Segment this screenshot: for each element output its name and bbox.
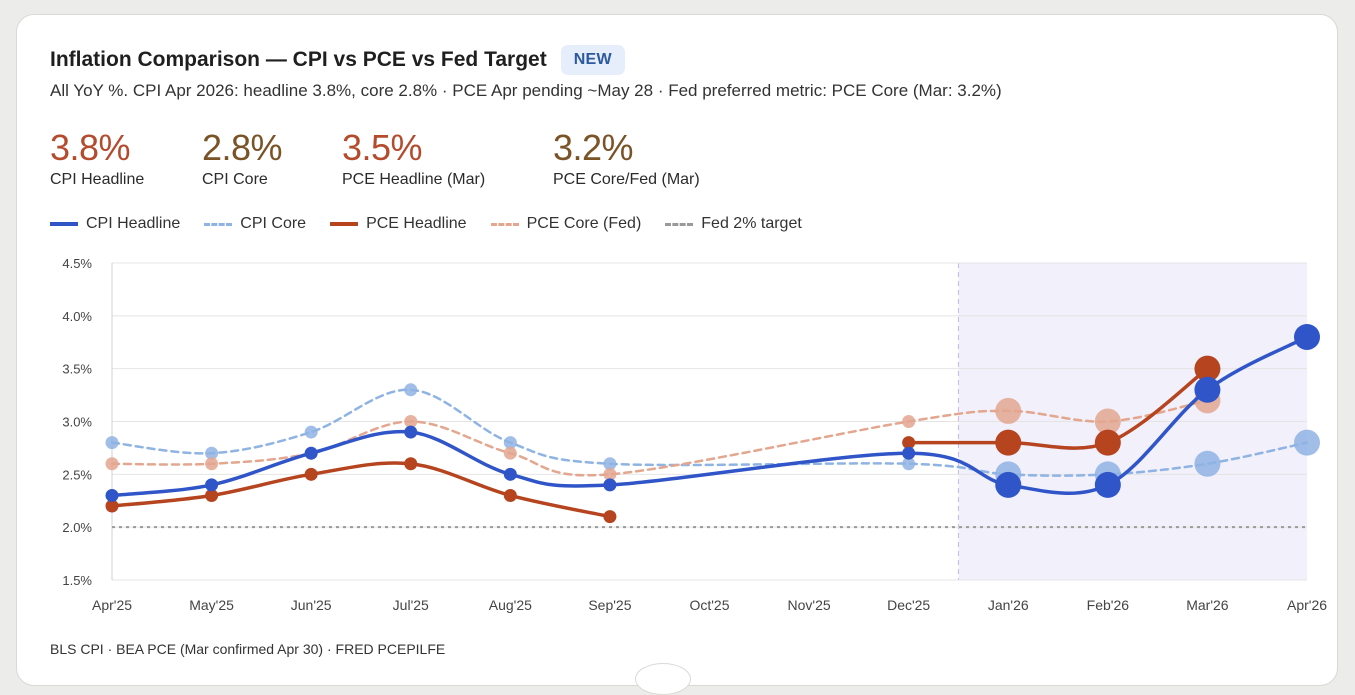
data-point-cpi-headline bbox=[902, 446, 916, 460]
data-point-cpi-core bbox=[1194, 450, 1221, 477]
y-tick-label: 4.5% bbox=[62, 256, 92, 271]
data-point-cpi-core bbox=[902, 457, 916, 471]
chart-title: Inflation Comparison — CPI vs PCE vs Fed… bbox=[50, 48, 547, 71]
data-point-cpi-headline bbox=[603, 478, 617, 492]
data-point-pce-headline bbox=[404, 457, 418, 471]
data-point-pce-core-fed bbox=[603, 467, 617, 481]
x-tick-label: Dec'25 bbox=[887, 597, 930, 613]
legend-item-fed-target[interactable]: Fed 2% target bbox=[665, 215, 802, 233]
data-point-cpi-headline bbox=[404, 425, 418, 439]
data-point-pce-headline bbox=[503, 488, 517, 502]
y-tick-label: 2.0% bbox=[62, 520, 92, 535]
data-point-cpi-headline bbox=[304, 446, 318, 460]
data-point-cpi-headline bbox=[1194, 376, 1221, 403]
x-tick-label: Feb'26 bbox=[1087, 597, 1130, 613]
data-point-cpi-core bbox=[404, 383, 418, 397]
y-tick-label: 3.5% bbox=[62, 362, 92, 377]
data-point-cpi-core bbox=[205, 446, 219, 460]
x-tick-label: Jun'25 bbox=[291, 597, 332, 613]
legend-label: CPI Headline bbox=[86, 215, 181, 232]
stat-pce-headline: 3.5% PCE Headline (Mar) bbox=[342, 127, 485, 189]
series-line-cpi-core bbox=[110, 388, 1309, 477]
data-point-pce-headline bbox=[603, 510, 617, 524]
legend-swatch bbox=[330, 222, 359, 226]
chart-card: Inflation Comparison — CPI vs PCE vs Fed… bbox=[16, 14, 1338, 686]
series-line-pce-headline bbox=[110, 461, 612, 519]
data-point-pce-headline bbox=[304, 467, 318, 481]
y-tick-label: 1.5% bbox=[62, 573, 92, 588]
data-point-pce-core-fed bbox=[902, 415, 916, 428]
data-point-pce-headline bbox=[902, 436, 916, 450]
legend-label: PCE Core (Fed) bbox=[526, 215, 642, 232]
y-tick-label: 3.0% bbox=[62, 415, 92, 430]
data-point-pce-headline bbox=[205, 488, 219, 502]
x-tick-label: Mar'26 bbox=[1186, 597, 1229, 613]
stat-label: PCE Headline (Mar) bbox=[342, 171, 486, 188]
x-tick-label: Jan'26 bbox=[988, 597, 1029, 613]
new-badge: NEW bbox=[560, 45, 625, 75]
stat-label: PCE Core/Fed (Mar) bbox=[553, 171, 700, 188]
data-point-cpi-core bbox=[304, 425, 318, 439]
stat-value: 3.2% bbox=[553, 127, 634, 168]
data-point-cpi-core bbox=[503, 436, 517, 450]
stat-value: 3.8% bbox=[50, 127, 131, 168]
data-point-cpi-headline bbox=[1094, 471, 1121, 498]
x-tick-label: Jul'25 bbox=[393, 597, 429, 613]
data-point-cpi-headline bbox=[995, 471, 1022, 498]
legend-swatch bbox=[204, 222, 233, 226]
series-line-cpi-headline bbox=[110, 335, 1309, 498]
legend-item-pce-core[interactable]: PCE Core (Fed) bbox=[490, 215, 642, 233]
data-point-pce-core-fed bbox=[503, 446, 517, 460]
data-point-cpi-headline bbox=[503, 467, 517, 481]
scroll-handle[interactable] bbox=[635, 663, 691, 695]
legend-label: CPI Core bbox=[240, 215, 307, 232]
stat-label: CPI Headline bbox=[50, 171, 145, 188]
legend-swatch bbox=[490, 222, 519, 226]
chart-legend: CPI Headline CPI Core PCE Headline PCE C… bbox=[50, 215, 826, 233]
source-footnote: BLS CPI · BEA PCE (Mar confirmed Apr 30)… bbox=[50, 641, 446, 657]
x-tick-label: Nov'25 bbox=[788, 597, 831, 613]
legend-item-pce-headline[interactable]: PCE Headline bbox=[330, 215, 467, 233]
x-tick-label: May'25 bbox=[189, 597, 234, 613]
x-tick-label: Aug'25 bbox=[489, 597, 532, 613]
data-point-cpi-headline bbox=[205, 478, 219, 492]
data-point-pce-headline bbox=[1094, 429, 1121, 456]
legend-label: PCE Headline bbox=[366, 215, 467, 232]
title-row: Inflation Comparison — CPI vs PCE vs Fed… bbox=[50, 45, 625, 75]
data-point-pce-core-fed bbox=[105, 457, 119, 471]
data-point-pce-core-fed bbox=[404, 415, 418, 428]
data-point-pce-headline bbox=[105, 499, 119, 513]
data-point-cpi-core bbox=[603, 457, 617, 471]
legend-item-cpi-core[interactable]: CPI Core bbox=[204, 215, 306, 233]
stat-pce-core: 3.2% PCE Core/Fed (Mar) bbox=[553, 127, 700, 189]
y-tick-label: 4.0% bbox=[62, 309, 92, 324]
y-tick-label: 2.5% bbox=[62, 467, 92, 482]
x-tick-label: Apr'25 bbox=[92, 597, 132, 613]
stat-cpi-headline: 3.8% CPI Headline bbox=[50, 127, 144, 189]
data-point-cpi-headline bbox=[105, 488, 119, 502]
x-tick-label: Sep'25 bbox=[588, 597, 631, 613]
x-tick-label: Oct'25 bbox=[689, 597, 729, 613]
stat-label: CPI Core bbox=[202, 171, 268, 188]
stat-cpi-core: 2.8% CPI Core bbox=[202, 127, 283, 189]
series-line-pce-core-fed bbox=[110, 399, 1209, 477]
data-point-pce-headline bbox=[995, 429, 1022, 456]
x-tick-label: Apr'26 bbox=[1287, 597, 1327, 613]
data-point-pce-core-fed bbox=[995, 397, 1022, 424]
legend-label: Fed 2% target bbox=[701, 215, 802, 232]
data-point-cpi-core bbox=[105, 436, 119, 450]
stat-value: 3.5% bbox=[342, 127, 423, 168]
chart-subtitle: All YoY %. CPI Apr 2026: headline 3.8%, … bbox=[50, 81, 1002, 100]
legend-item-cpi-headline[interactable]: CPI Headline bbox=[50, 215, 180, 233]
stat-value: 2.8% bbox=[202, 127, 283, 168]
legend-swatch bbox=[665, 222, 694, 226]
data-point-pce-core-fed bbox=[205, 457, 219, 471]
data-point-cpi-core bbox=[1294, 429, 1320, 456]
data-point-pce-headline bbox=[1194, 355, 1221, 382]
data-point-cpi-headline bbox=[1294, 323, 1320, 350]
data-point-pce-core-fed bbox=[1094, 408, 1121, 435]
line-chart: 1.5% 2.0% 2.5% 3.0% 3.5% 4.0% 4.5% Apr'25 May'25… bbox=[62, 256, 1327, 613]
series-line-pce-headline bbox=[906, 366, 1210, 450]
legend-swatch bbox=[50, 222, 78, 226]
